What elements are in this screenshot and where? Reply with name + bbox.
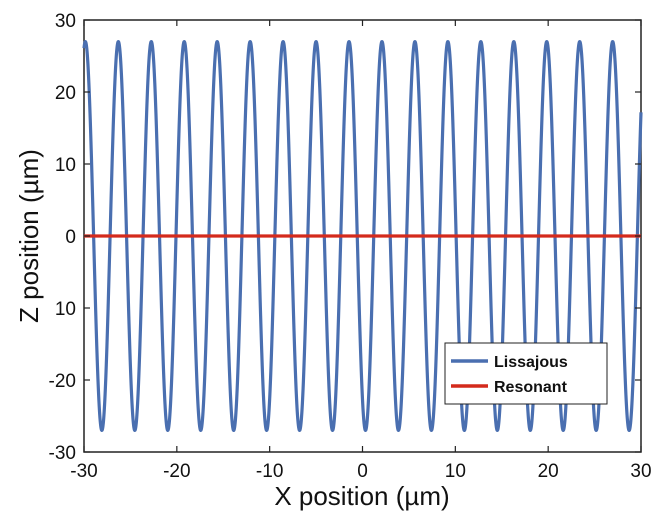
y-tick-label: 10 <box>55 299 76 320</box>
x-tick-label: -30 <box>70 461 97 482</box>
y-tick-label: -30 <box>49 443 76 464</box>
tick-group: -30 -20 -10 0 10 20 30 30 20 10 0 10 -20 -30 <box>49 11 652 482</box>
y-tick-label: 10 <box>55 155 76 176</box>
x-tick-label: 10 <box>445 461 466 482</box>
y-tick-label: 0 <box>65 227 76 248</box>
y-tick-label: 30 <box>55 11 76 32</box>
plot-area <box>82 40 643 432</box>
x-tick-label: 30 <box>630 461 651 482</box>
x-tick-label: 20 <box>538 461 559 482</box>
y-axis-label: Z position (µm) <box>14 149 44 323</box>
legend-box <box>444 342 608 405</box>
series-line-lissajous <box>82 40 643 432</box>
y-tick-label: -20 <box>49 371 76 392</box>
legend-label-lissajous: Lissajous <box>494 354 568 371</box>
x-tick-label: -10 <box>256 461 283 482</box>
x-tick-label: -20 <box>163 461 190 482</box>
legend-label-resonant: Resonant <box>494 379 568 396</box>
y-tick-label: 20 <box>55 83 76 104</box>
legend: Lissajous Resonant <box>444 342 608 405</box>
x-tick-label: 0 <box>357 461 368 482</box>
x-axis-label: X position (µm) <box>274 481 449 511</box>
